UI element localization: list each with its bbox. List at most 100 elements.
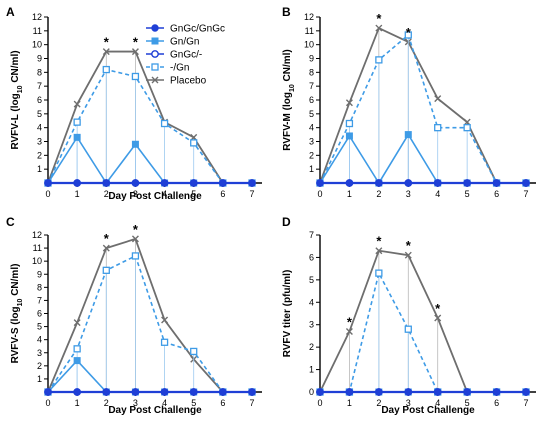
x-tick-label: 2 (376, 189, 381, 199)
series-gngc_gngc (316, 388, 530, 396)
data-point (73, 100, 81, 108)
data-point (463, 179, 471, 187)
y-tick-label: 6 (309, 95, 314, 105)
x-tick-label: 7 (523, 189, 528, 199)
legend-item-placebo: Placebo (146, 76, 207, 87)
y-tick-label: 7 (309, 230, 314, 240)
y-tick-label: 3 (309, 137, 314, 147)
significance-star: * (376, 11, 382, 26)
legend-item-gn_gn: Gn/Gn (146, 37, 199, 48)
data-point (404, 388, 412, 396)
data-point (248, 179, 256, 187)
data-point (404, 31, 412, 39)
y-tick-label: 12 (32, 12, 42, 22)
y-tick-label: 9 (37, 54, 42, 64)
x-tick-label: 7 (523, 398, 528, 408)
data-point (131, 179, 140, 187)
significance-star: * (104, 35, 110, 50)
x-tick-label: 2 (104, 189, 109, 199)
y-tick-label: 4 (37, 335, 42, 345)
y-tick-label: 10 (304, 40, 314, 50)
y-tick-label: 11 (33, 243, 42, 253)
legend-label: Placebo (170, 76, 207, 87)
series-minus_gn (316, 31, 530, 187)
y-axis-title: RVFV-M (log10 CN/ml) (282, 49, 296, 151)
series-line (47, 254, 252, 393)
data-point (131, 48, 139, 56)
y-tick-label: 5 (309, 109, 314, 119)
data-point (345, 388, 354, 396)
data-point (434, 95, 442, 103)
panel-letter: D (282, 215, 291, 229)
series-placebo (44, 235, 256, 396)
data-point (434, 124, 442, 132)
legend-label: GnGc/GnGc (170, 24, 225, 35)
x-tick-label: 2 (376, 398, 381, 408)
significance-star: * (406, 238, 412, 253)
data-point (131, 72, 140, 81)
y-axis-title-main: RVFV-S (log (10, 306, 21, 363)
series-gngc_gngc (316, 179, 530, 187)
legend-swatch-marker (151, 63, 159, 71)
data-point (522, 388, 530, 396)
y-tick-label: 3 (37, 137, 42, 147)
y-tick-label: 1 (309, 164, 314, 174)
x-tick-label: 1 (75, 189, 80, 199)
y-tick-label: 1 (37, 374, 42, 384)
y-tick-label: 6 (37, 95, 42, 105)
y-tick-label: 0 (309, 387, 314, 397)
series-gngc_gngc (44, 179, 256, 187)
data-point (131, 140, 139, 148)
y-tick-label: 1 (309, 365, 314, 375)
y-axis-title: RVFV-L (log10 CN/ml) (10, 50, 24, 149)
x-tick-label: 1 (75, 398, 80, 408)
series-gngc_gngc (44, 388, 256, 396)
data-point (434, 314, 442, 322)
y-axis-title-end: CN/ml) (10, 50, 21, 85)
data-point (345, 119, 354, 128)
series-line (47, 237, 252, 393)
y-axis-title-main: RVFV titer (pfu/ml) (282, 270, 293, 358)
y-axis-title-sub: 10 (17, 85, 24, 93)
data-point (219, 179, 227, 187)
data-point (73, 319, 81, 327)
data-point (102, 48, 110, 56)
data-point (102, 388, 110, 396)
x-tick-label: 1 (347, 398, 352, 408)
series-gn_gn (44, 133, 256, 187)
x-tick-label: 2 (104, 398, 109, 408)
data-point (102, 266, 110, 274)
series-placebo (44, 48, 256, 187)
panel-d: D 0 1 2 3 4 5 6 7 0 1 2 3 4 5 6 7 Day Post Challenge RVFV … (282, 215, 536, 416)
legend-swatch-marker (151, 37, 159, 45)
data-point (434, 388, 442, 396)
y-tick-label: 8 (309, 67, 314, 77)
panel-letter: B (282, 5, 291, 19)
legend-item-gngc_gngc: GnGc/GnGc (146, 24, 225, 35)
data-point (404, 131, 412, 139)
y-tick-label: 12 (32, 230, 42, 240)
data-point (160, 119, 169, 128)
series-line (47, 359, 252, 393)
x-tick-label: 7 (249, 189, 254, 199)
data-point (345, 99, 353, 107)
data-point (160, 179, 169, 187)
data-point (345, 327, 353, 335)
y-tick-label: 2 (309, 342, 314, 352)
x-tick-label: 6 (494, 398, 499, 408)
legend-swatch-marker (151, 76, 159, 84)
x-tick-label: 1 (347, 189, 352, 199)
legend-swatch-marker (151, 50, 159, 58)
y-tick-label: 12 (304, 12, 314, 22)
y-tick-label: 1 (37, 164, 42, 174)
data-point (190, 347, 198, 356)
x-tick-label: 3 (406, 398, 411, 408)
x-tick-label: 3 (406, 189, 411, 199)
data-point (102, 244, 110, 252)
data-point (463, 124, 471, 132)
x-axis-title: Day Post Challenge (108, 191, 202, 202)
series-line (319, 33, 526, 184)
data-point (131, 252, 140, 260)
data-point (161, 316, 169, 324)
